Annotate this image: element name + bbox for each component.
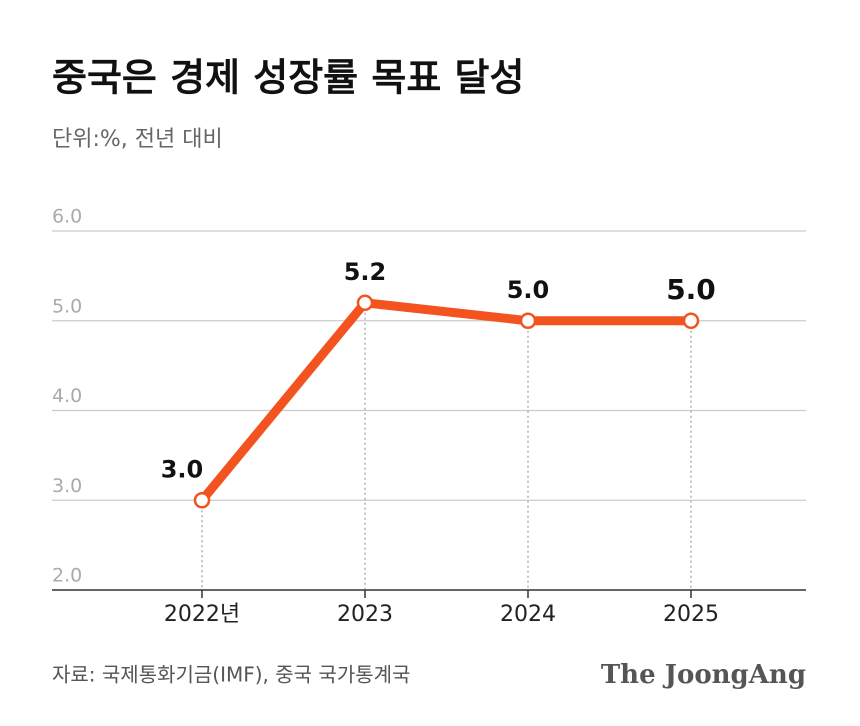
value-label: 5.0	[666, 273, 716, 306]
point	[193, 492, 211, 509]
y-tick-label: 6.0	[52, 206, 82, 228]
chart-subtitle: 단위:%, 전년 대비	[52, 127, 223, 152]
value-label: 3.0	[161, 455, 204, 483]
x-tick-label: 2022년	[164, 602, 240, 627]
logo: The JoongAng	[601, 660, 806, 690]
point	[519, 312, 537, 329]
line	[197, 298, 696, 505]
source: 자료: 국제통화기금(IMF), 중국 국가통계국	[52, 663, 410, 687]
value-label: 5.2	[344, 258, 387, 286]
x-tick-label: 2023	[337, 602, 393, 627]
chart-title: 중국은 경제 성장률 목표 달성	[52, 56, 524, 100]
x-tick-label: 2024	[500, 602, 556, 627]
x-tick-label: 2025	[663, 602, 719, 627]
y-tick-label: 3.0	[52, 475, 82, 497]
y-tick-label: 4.0	[52, 385, 82, 407]
value-label: 5.0	[507, 276, 550, 304]
point	[682, 312, 700, 329]
y-tick-label: 2.0	[52, 565, 82, 587]
point	[356, 294, 374, 312]
y-tick-label: 5.0	[52, 295, 82, 317]
